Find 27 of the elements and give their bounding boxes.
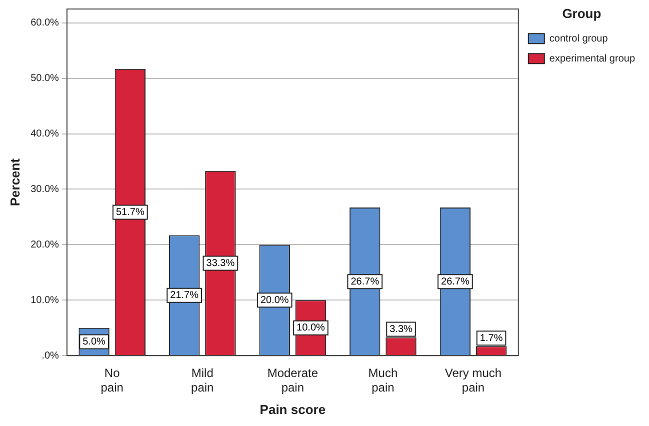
y-tick-label: 10.0% xyxy=(30,294,60,306)
y-tick-label: 60.0% xyxy=(30,18,60,29)
data-label: 1.7% xyxy=(480,332,503,344)
y-axis-title: Percent xyxy=(7,158,22,206)
data-label: 20.0% xyxy=(260,294,289,306)
y-tick-label: 50.0% xyxy=(30,73,60,84)
y-tick-label: 30.0% xyxy=(30,184,60,195)
x-tick-label: No pain xyxy=(100,366,124,395)
data-label: 51.7% xyxy=(116,206,144,218)
data-label: 21.7% xyxy=(170,290,199,302)
x-tick-label: Very much pain xyxy=(444,366,502,395)
legend-title: Group xyxy=(562,6,602,22)
data-label: 10.0% xyxy=(296,322,326,334)
y-tick-label: 20.0% xyxy=(30,239,60,250)
y-tick-label: 40.0% xyxy=(30,128,60,140)
data-label: 26.7% xyxy=(441,276,470,288)
data-label: 26.7% xyxy=(350,276,380,288)
x-axis-title: Pain score xyxy=(260,402,326,417)
y-tick-label: .0% xyxy=(42,350,60,362)
data-label: 33.3% xyxy=(206,258,235,270)
legend-label: experimental group xyxy=(549,53,636,64)
legend-label: control group xyxy=(549,33,608,44)
x-tick-label: Moderate pain xyxy=(267,366,318,395)
data-label: 3.3% xyxy=(390,324,413,336)
x-tick-label: Much pain xyxy=(368,366,398,395)
data-label: 5.0% xyxy=(82,336,106,348)
x-tick-label: Mild pain xyxy=(191,366,214,395)
